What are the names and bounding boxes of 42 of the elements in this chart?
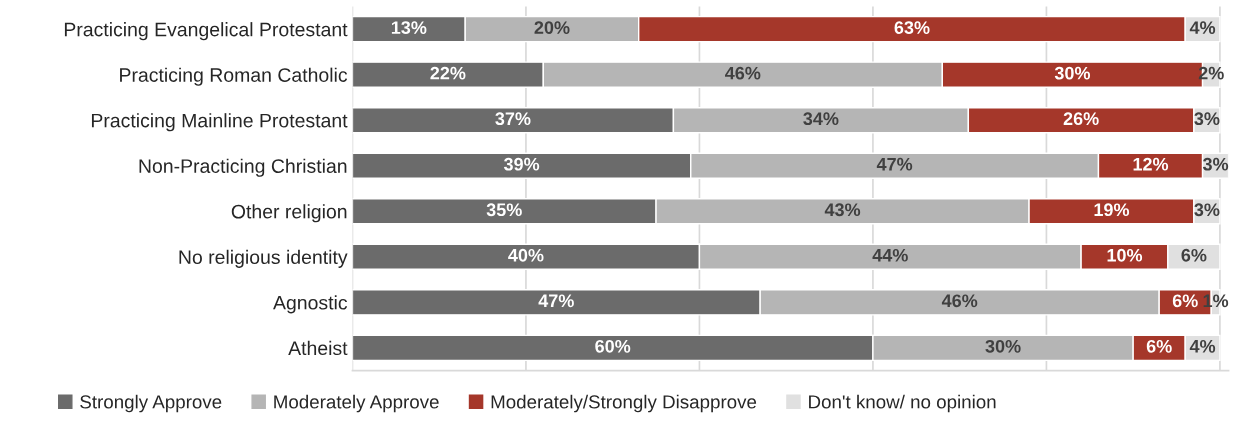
- legend-label: Strongly Approve: [80, 394, 222, 413]
- data-label: 3%: [1202, 157, 1229, 171]
- data-label: 10%: [1107, 248, 1143, 262]
- y-tick-label: Practicing Roman Catholic: [120, 67, 348, 86]
- data-label: 3%: [1194, 203, 1220, 217]
- data-label: 4%: [1189, 21, 1216, 34]
- data-label: 47%: [538, 294, 574, 308]
- data-label: 34%: [803, 112, 839, 126]
- y-tick-label: Practicing Evangelical Protestant: [64, 22, 348, 41]
- y-tick-label: Non-Practicing Christian: [139, 158, 347, 177]
- data-label: 35%: [486, 203, 522, 217]
- data-label: 20%: [534, 21, 570, 34]
- data-label: 44%: [872, 248, 908, 262]
- legend-label: Don't know/ no opinion: [809, 394, 996, 413]
- data-label: 6%: [1172, 294, 1198, 308]
- data-label: 46%: [725, 66, 761, 80]
- data-label: 43%: [824, 203, 861, 217]
- data-label: 30%: [1054, 66, 1091, 80]
- data-label: 13%: [391, 21, 427, 35]
- legend-label: Moderately Approve: [274, 394, 439, 413]
- data-label: 30%: [985, 339, 1021, 353]
- data-label: 3%: [1194, 112, 1220, 126]
- data-label: 63%: [894, 21, 930, 35]
- data-label: 39%: [503, 157, 540, 171]
- data-label: 22%: [430, 66, 466, 80]
- legend-label: Moderately/Strongly Disapprove: [491, 394, 757, 413]
- data-label: 40%: [508, 248, 544, 262]
- data-label: 19%: [1094, 203, 1130, 217]
- y-tick-label: No religious identity: [179, 249, 348, 268]
- y-tick-label: Agnostic: [273, 295, 348, 314]
- data-label: 6%: [1181, 248, 1207, 262]
- data-label: 37%: [495, 112, 531, 126]
- y-tick-label: Practicing Mainline Protestant: [91, 113, 348, 132]
- data-label: 26%: [1063, 112, 1099, 126]
- y-tick-label: Atheist: [288, 340, 348, 356]
- data-label: 6%: [1146, 339, 1172, 353]
- y-tick-label: Other religion: [231, 204, 347, 223]
- data-label: 12%: [1133, 157, 1169, 171]
- data-label: 60%: [595, 339, 631, 353]
- data-label: 46%: [941, 294, 978, 308]
- data-label: 47%: [876, 157, 913, 171]
- data-label: 4%: [1189, 339, 1216, 353]
